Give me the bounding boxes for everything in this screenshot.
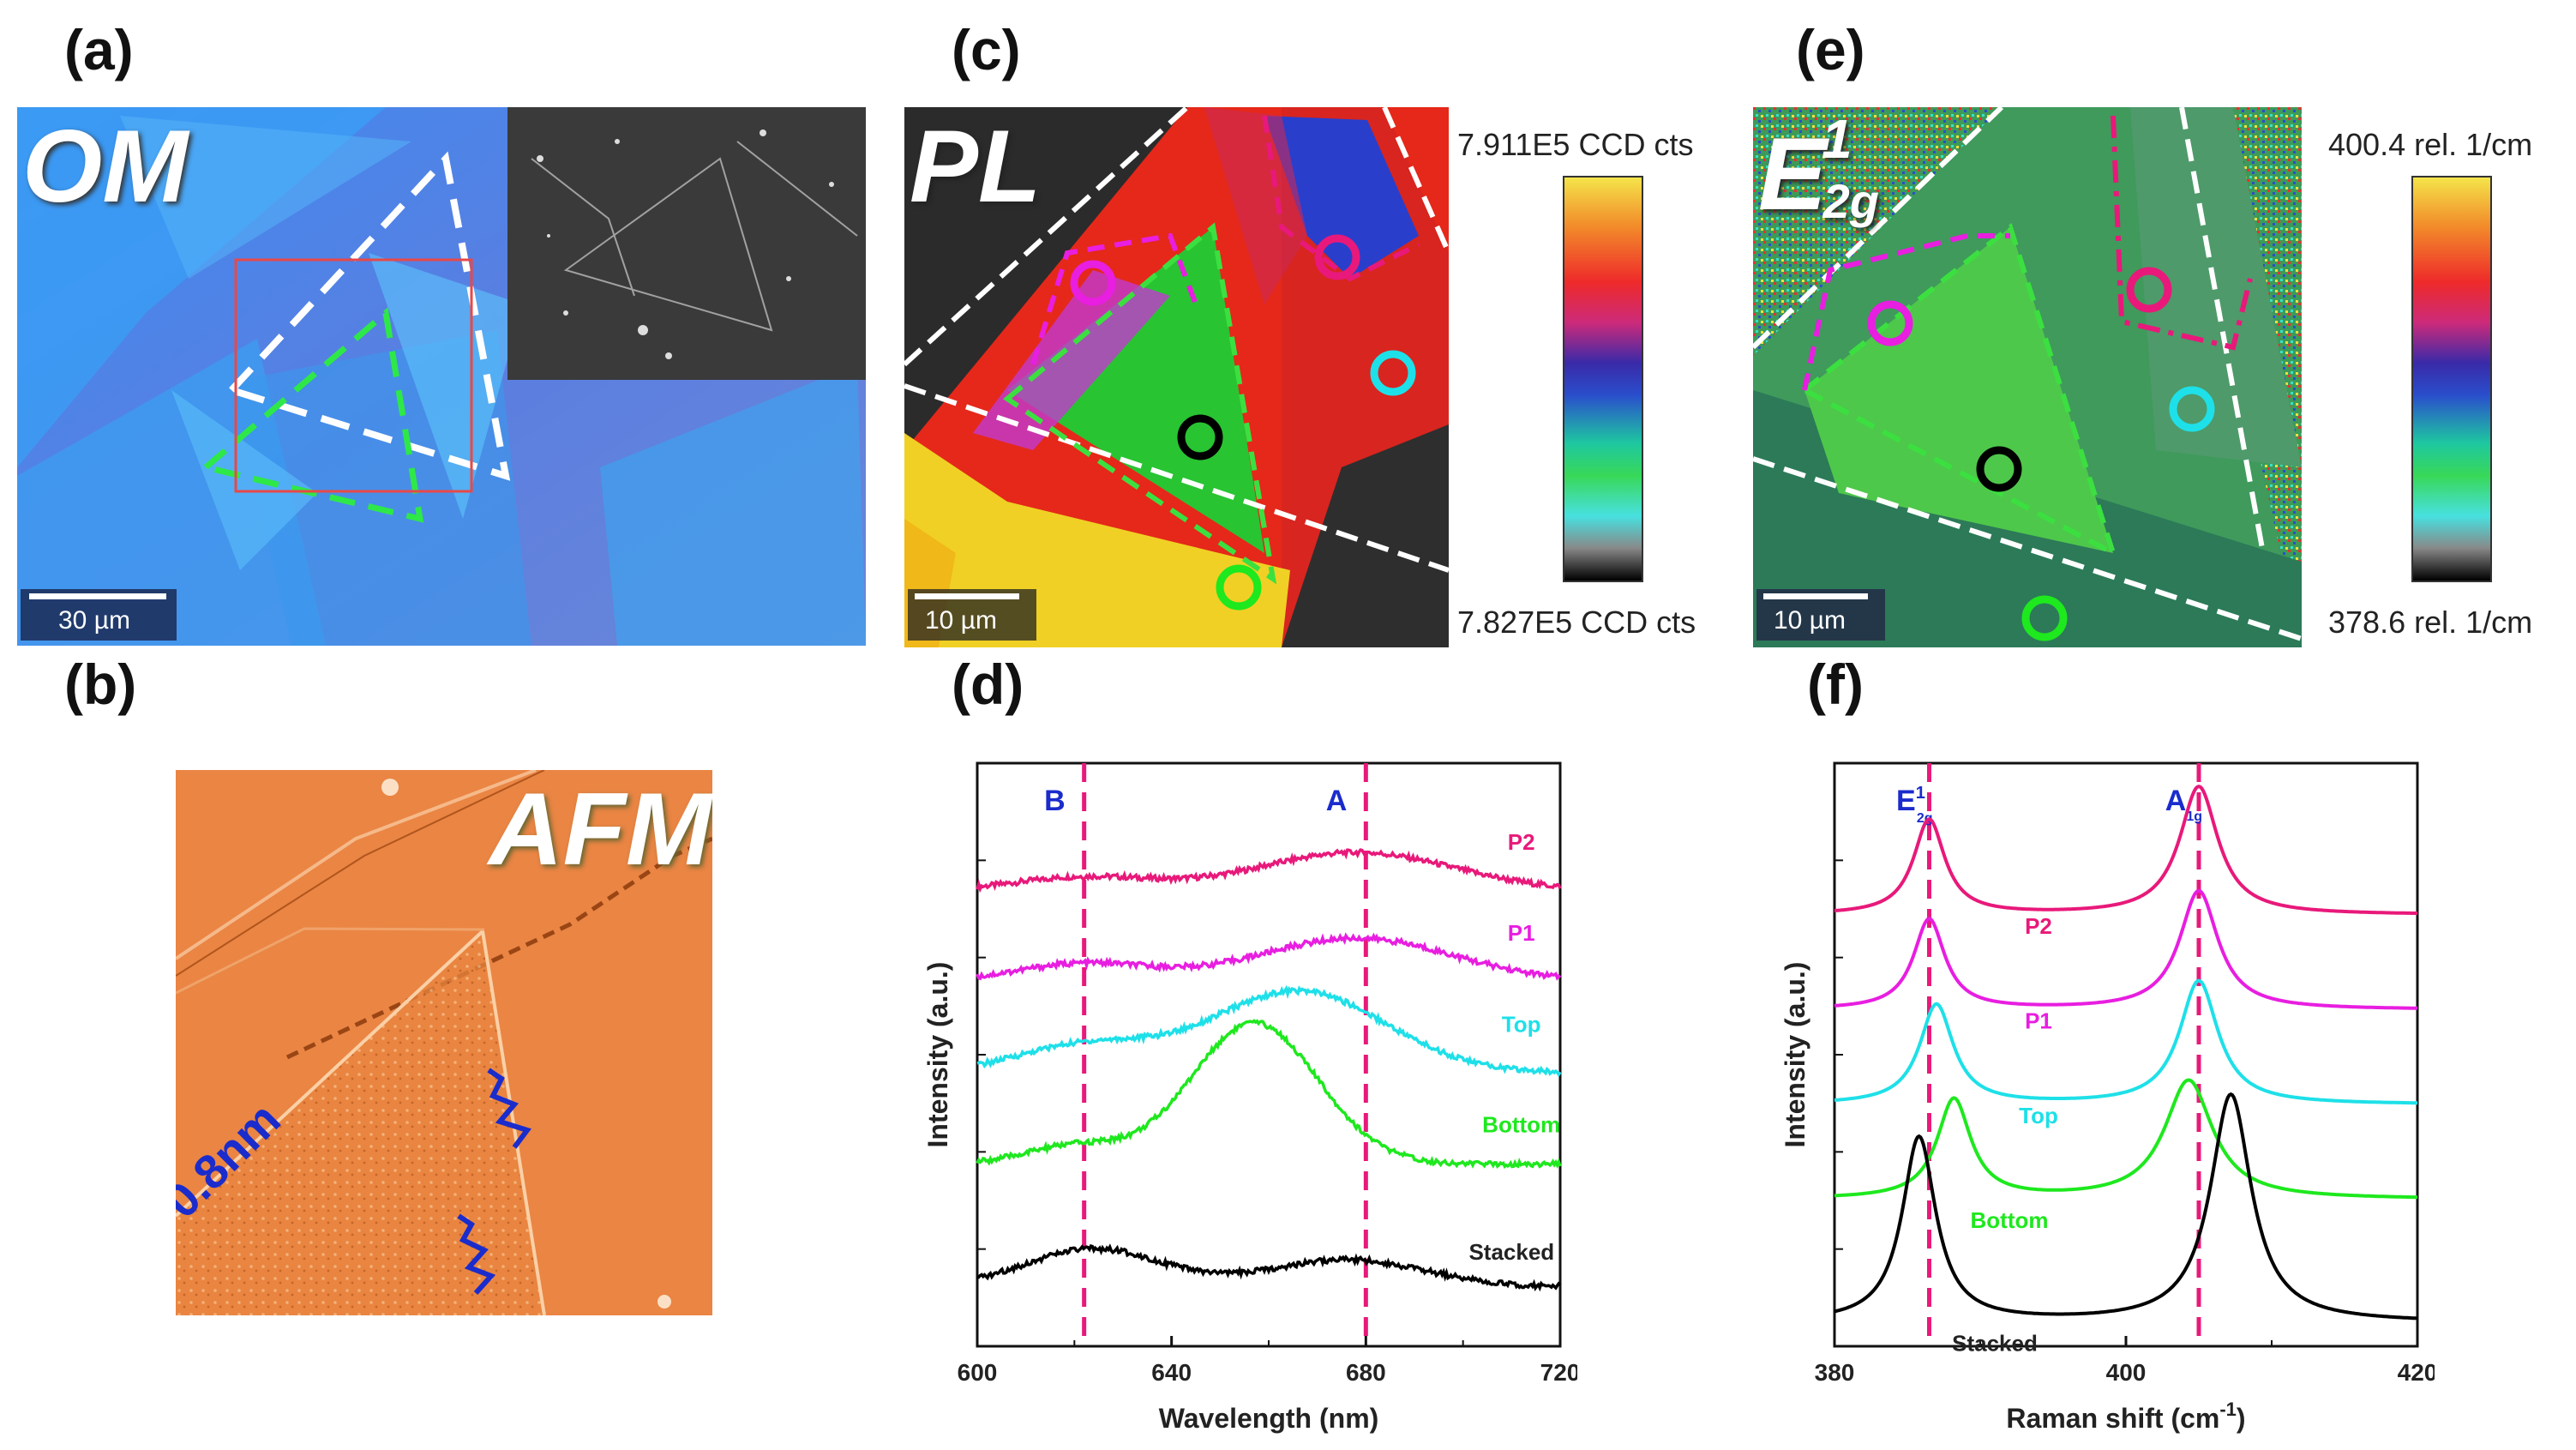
- series-label-p2: P2: [1508, 829, 1535, 855]
- series-label-stacked: Stacked: [1952, 1331, 2038, 1357]
- afm-tag: AFM: [489, 772, 712, 887]
- raman-e2g-map-image: [1753, 107, 2302, 647]
- series-label-p1: P1: [1508, 920, 1535, 946]
- optical-micrograph: OM 30 µm: [17, 107, 866, 646]
- pl-spectra-chart: 600 640 680 720 Wavelength (nm) Intensity (a.…: [922, 761, 1577, 1434]
- raman-colorbar-max: 400.4 rel. 1/cm: [2328, 127, 2533, 162]
- raman-map-tag: E12g: [1758, 107, 1879, 233]
- raman-scale-bar-label: 10 µm: [1774, 606, 1846, 635]
- panel-label-b: (b): [64, 653, 137, 716]
- raman-colorbar-min: 378.6 rel. 1/cm: [2328, 605, 2533, 640]
- series-label-p1: P1: [2025, 1008, 2052, 1034]
- series-line-stacked: [976, 1243, 1562, 1292]
- plot-frame: [1833, 761, 2419, 1348]
- om-scale-bar-label: 30 µm: [58, 606, 130, 635]
- series-line-p1: [1834, 888, 2418, 1010]
- x-tick-label: 380: [1815, 1359, 1855, 1386]
- x-tick-label: 400: [2106, 1359, 2147, 1386]
- x-tick-label: 600: [958, 1359, 998, 1386]
- series-line-bottom: [976, 1019, 1562, 1170]
- afm-image-graphic: [176, 770, 712, 1315]
- om-tag: OM: [22, 109, 189, 224]
- x-axis-label: Raman shift (cm-1): [2006, 1399, 2245, 1434]
- series-line-p2: [1834, 784, 2418, 916]
- peak-marker-sub: 1g: [2186, 809, 2202, 824]
- pl-map: PL 10 µm: [904, 107, 1449, 647]
- optical-micrograph-image: [17, 107, 866, 646]
- series-line-p2: [976, 848, 1562, 893]
- panel-label-a: (a): [64, 18, 134, 81]
- series-label-bottom: Bottom: [1482, 1111, 1560, 1137]
- y-axis-label: Intensity (a.u.): [922, 962, 953, 1148]
- x-axis-label: Wavelength (nm): [1159, 1403, 1379, 1434]
- peak-marker-sub: 2g: [1917, 811, 1933, 826]
- panel-label-c: (c): [952, 18, 1021, 81]
- x-tick-label: 680: [1346, 1359, 1386, 1386]
- series-line-bottom: [1834, 1078, 2417, 1200]
- series-label-top: Top: [1502, 1011, 1541, 1037]
- x-tick-label: 640: [1151, 1359, 1192, 1386]
- raman-map-tag-sup: 1: [1822, 108, 1852, 170]
- raman-map-tag-sub: 2g: [1822, 174, 1879, 228]
- panel-label-e: (e): [1796, 18, 1865, 81]
- raman-spectra-chart: 380 400 420 Raman shift (cm-1) Intensity (a.…: [1780, 761, 2435, 1434]
- x-axis-label-sup: -1: [2219, 1399, 2237, 1420]
- x-axis-label-tail: ): [2237, 1403, 2246, 1434]
- series-label-top: Top: [2019, 1103, 2058, 1128]
- x-tick-label: 720: [1540, 1359, 1577, 1386]
- pl-colorbar-min: 7.827E5 CCD cts: [1457, 605, 1696, 640]
- pl-map-image: [904, 107, 1449, 647]
- series-line-top: [1834, 978, 2417, 1105]
- raman-colorbar: [2411, 176, 2492, 582]
- panel-label-f: (f): [1807, 653, 1864, 716]
- series-line-stacked: [1834, 1092, 2418, 1321]
- series-line-p1: [976, 932, 1562, 981]
- series-label-stacked: Stacked: [1468, 1239, 1554, 1265]
- panel-label-d: (d): [952, 653, 1024, 716]
- pl-colorbar: [1563, 176, 1643, 582]
- pl-tag: PL: [910, 109, 1042, 224]
- pl-colorbar-max: 7.911E5 CCD cts: [1457, 127, 1694, 162]
- afm-image: AFM 0.8nm: [176, 770, 712, 1315]
- series-label-p2: P2: [2025, 913, 2052, 939]
- pl-scale-bar-label: 10 µm: [925, 606, 997, 635]
- peak-marker-label: B: [1044, 785, 1066, 817]
- raman-e2g-map: E12g 10 µm: [1753, 107, 2302, 647]
- series-line-top: [976, 984, 1562, 1078]
- y-axis-label: Intensity (a.u.): [1780, 962, 1810, 1148]
- x-tick-label: 420: [2398, 1359, 2435, 1386]
- series-label-bottom: Bottom: [1971, 1207, 2049, 1233]
- raman-map-tag-main: E: [1758, 117, 1828, 232]
- peak-marker-sup: 1: [1916, 784, 1925, 803]
- peak-marker-label: A: [1326, 785, 1348, 817]
